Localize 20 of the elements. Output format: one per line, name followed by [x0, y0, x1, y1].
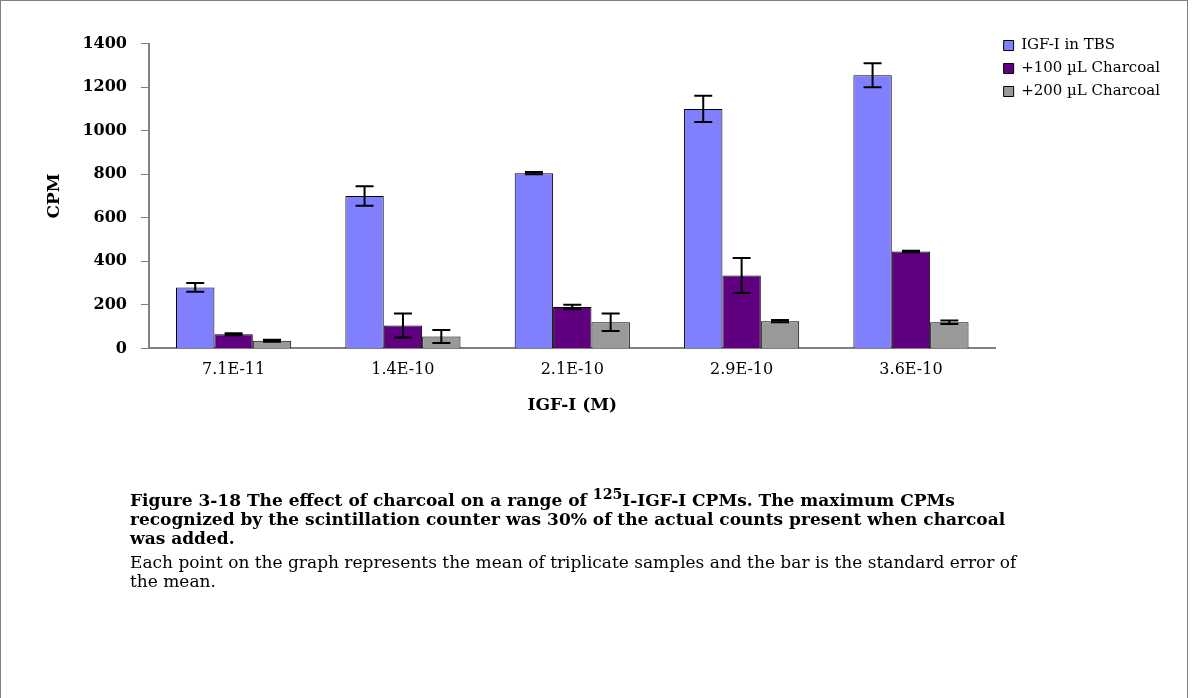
legend-label: IGF-I in TBS: [1021, 35, 1116, 54]
y-tick-label: 200: [93, 294, 127, 314]
y-axis-title: CPM: [42, 173, 63, 219]
text: Each point on the graph represents the mean of triplicate samples and the bar is the standard error of the mean.: [130, 551, 1019, 591]
y-tick-label: 1400: [82, 32, 127, 52]
y-tick-label: 800: [93, 163, 127, 183]
y-tick-label: 0: [115, 337, 127, 357]
y-tick-label: 1200: [82, 76, 127, 96]
y-tick-label: 1000: [82, 119, 127, 139]
y-tick-label: 400: [93, 250, 127, 270]
x-tick-label: 2.1E-10: [540, 359, 604, 379]
y-tick-label: 600: [93, 206, 127, 226]
x-tick-label: 1.4E-10: [371, 359, 435, 379]
x-tick-label: 3.6E-10: [879, 359, 943, 379]
caption: Figure 3-18 The effect of charcoal on a range of $^{125}$I-IGF-I CPMs. The maximum CPMs recognized by the scintillation counter was 30% of the actual counts present when charcoal was added.: [130, 485, 1007, 548]
x-tick-label: 2.9E-10: [710, 359, 774, 379]
legend-label: +200 µL Charcoal: [1021, 81, 1161, 100]
x-tick-label: 7.1E-11: [202, 359, 266, 379]
legend-label: +100 µL Charcoal: [1021, 58, 1161, 77]
x-axis-title: IGF-I (M): [527, 394, 618, 415]
